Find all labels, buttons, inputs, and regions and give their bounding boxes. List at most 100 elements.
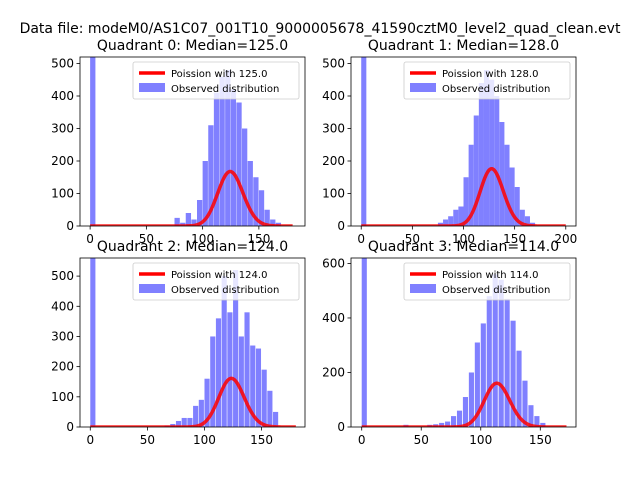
histogram-bar <box>516 350 522 427</box>
histogram-bar <box>261 369 267 427</box>
y-tick-label: 100 <box>322 187 345 201</box>
histogram-bar <box>480 323 486 427</box>
histogram-bar <box>208 125 214 226</box>
quadrant-1-panel: 0 50 100 150 200 0 100 200 300 400 500 Quadrant 1: … <box>322 38 577 246</box>
legend-box <box>132 61 300 100</box>
y-tick-label: 400 <box>51 299 74 313</box>
histogram-bar <box>197 200 203 226</box>
y-tick-label: 200 <box>322 365 345 379</box>
histogram-bar <box>504 298 510 427</box>
histogram-bar <box>225 70 231 226</box>
axes-frame <box>79 257 306 428</box>
legend-box <box>132 262 300 301</box>
quadrant-0-plot-area <box>89 57 294 226</box>
x-tick-label: 50 <box>139 232 154 246</box>
histogram-bar <box>486 296 492 427</box>
legend-box <box>403 61 571 100</box>
y-tick-label: 300 <box>51 329 74 343</box>
y-tick-label: 200 <box>51 360 74 374</box>
x-tick-label: 100 <box>469 433 492 447</box>
histogram-bar <box>510 320 516 427</box>
y-tick-label: 200 <box>51 154 74 168</box>
histogram-bar <box>456 410 463 427</box>
histogram-bar <box>473 115 479 226</box>
x-tick-label: 100 <box>452 232 475 246</box>
histogram-bar <box>213 92 220 226</box>
histogram-bar <box>250 345 256 427</box>
x-tick-label: 0 <box>86 232 94 246</box>
poisson-curve <box>361 381 568 427</box>
x-tick-label: 200 <box>554 232 577 246</box>
y-tick-label: 0 <box>337 219 345 233</box>
quadrant-0-title: Quadrant 0: Median=125.0 <box>97 38 288 54</box>
histogram-bar <box>198 399 204 427</box>
histogram-bar <box>264 209 270 226</box>
histogram-bar <box>504 144 510 226</box>
legend-observed-label: Observed distribution <box>171 84 279 95</box>
y-tick-label: 300 <box>322 122 345 136</box>
histogram-bar <box>494 96 500 226</box>
y-tick-label: 100 <box>51 187 74 201</box>
quadrant-2-plot-area <box>89 258 297 427</box>
x-tick-label: 100 <box>193 433 216 447</box>
y-tick-label: 100 <box>51 390 74 404</box>
quadrant-1-title: Quadrant 1: Median=128.0 <box>368 38 559 54</box>
histogram-bar <box>202 161 208 226</box>
quadrant-2-title: Quadrant 2: Median=124.0 <box>97 239 288 255</box>
histogram-bar <box>478 83 484 226</box>
histogram-bar <box>191 219 197 226</box>
histogram-bar <box>227 312 233 427</box>
x-tick-label: 150 <box>250 433 273 447</box>
y-tick-label: 500 <box>51 269 74 283</box>
legend-observed-swatch <box>410 284 436 293</box>
histogram-bar <box>468 144 474 226</box>
histogram-bar <box>90 258 96 427</box>
histogram-bar <box>453 209 459 226</box>
quadrant-2-legend: Poission with 124.0 Observed distribution <box>132 262 300 301</box>
histogram-bar <box>498 279 504 427</box>
figure-suptitle: Data file: modeM0/AS1C07_001T10_90000056… <box>20 21 621 37</box>
histogram-bar <box>534 416 540 427</box>
histogram-bar <box>258 190 265 226</box>
histogram-bar <box>242 128 248 226</box>
histogram-bar <box>193 405 199 427</box>
y-tick-label: 500 <box>51 57 74 71</box>
histogram-bar <box>514 187 520 226</box>
histogram-bar <box>236 102 242 226</box>
histogram-bar <box>238 336 244 427</box>
histogram-bar <box>219 76 225 226</box>
histogram-bar <box>445 421 451 427</box>
histogram-bar <box>519 209 525 226</box>
legend-observed-label: Observed distribution <box>442 84 550 95</box>
histogram-bar <box>175 420 182 427</box>
x-tick-label: 100 <box>191 232 214 246</box>
histogram-bar <box>492 274 498 427</box>
histogram-bar <box>253 177 259 226</box>
quadrant-3-title: Quadrant 3: Median=114.0 <box>368 239 559 255</box>
histogram-bar <box>462 397 469 427</box>
histogram-bar <box>185 213 192 226</box>
histogram-bar <box>233 270 239 427</box>
x-tick-label: 0 <box>358 433 366 447</box>
axes-frame <box>79 56 306 227</box>
y-tick-label: 600 <box>322 256 345 270</box>
y-tick-label: 200 <box>322 154 345 168</box>
histogram-bar <box>244 312 250 427</box>
quadrant-0-panel: 0 50 100 150 0 100 200 300 400 500 Quadrant 0: Med… <box>51 38 306 246</box>
histogram-bar <box>448 216 454 226</box>
x-tick-label: 50 <box>405 232 420 246</box>
histogram-bar <box>443 219 449 226</box>
histogram-bar <box>489 79 495 226</box>
histogram-bar <box>474 342 480 427</box>
x-tick-label: 150 <box>503 232 526 246</box>
histogram-bar <box>204 378 210 427</box>
quadrant-1-legend: Poission with 128.0 Observed distribution <box>403 61 571 100</box>
histogram-bar <box>483 70 490 226</box>
histogram-bar <box>468 372 474 427</box>
quadrant-3-legend: Poission with 114.0 Observed distribution <box>403 262 571 301</box>
histogram-bar <box>221 276 227 427</box>
legend-poisson-label: Poission with 114.0 <box>442 270 538 281</box>
x-tick-label: 0 <box>357 232 365 246</box>
legend-box <box>403 262 571 301</box>
